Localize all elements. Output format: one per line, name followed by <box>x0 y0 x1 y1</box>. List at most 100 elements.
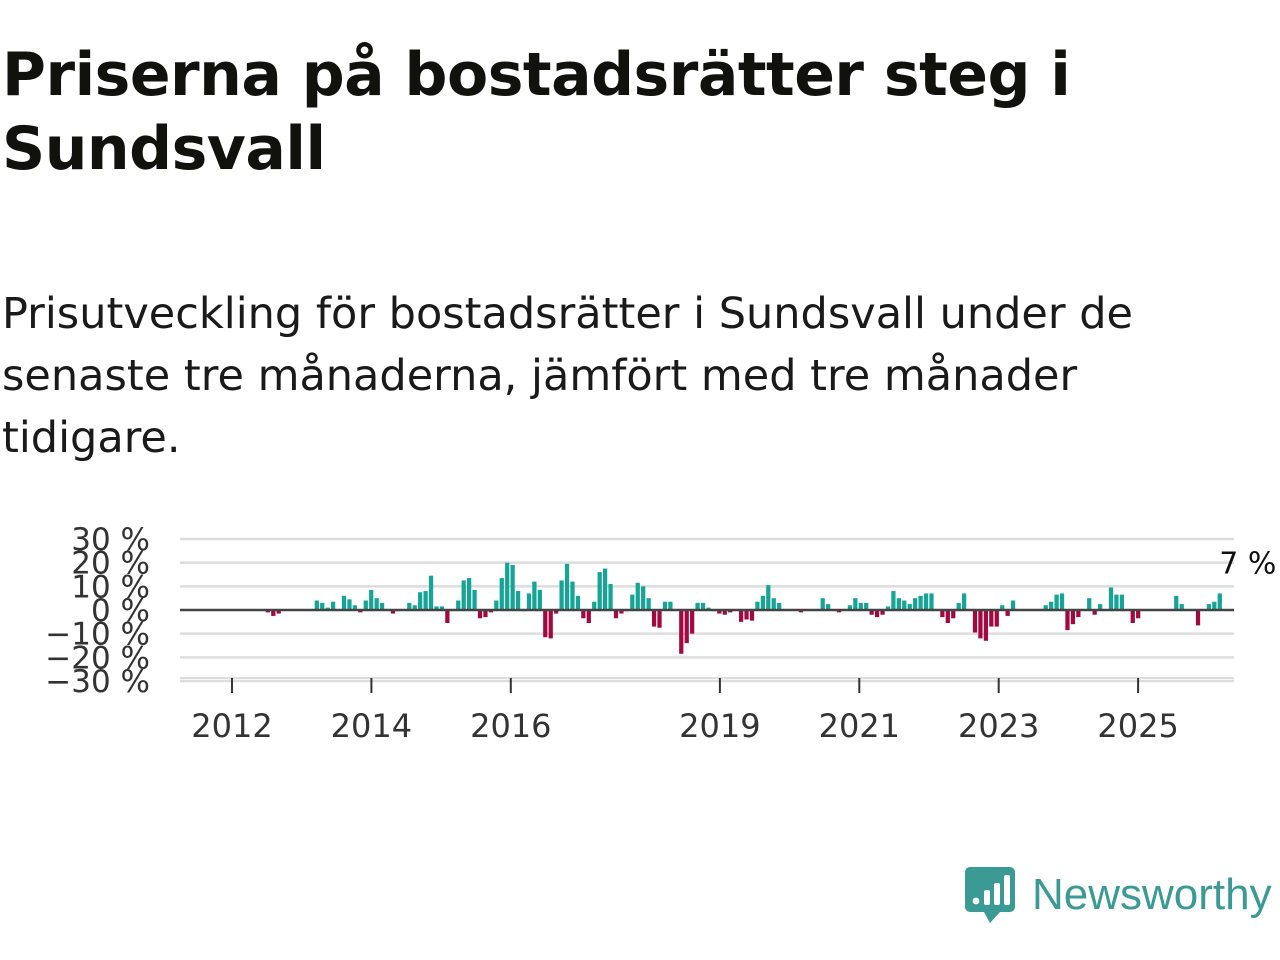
bar <box>1108 587 1114 610</box>
bar <box>880 610 885 615</box>
bar <box>983 610 988 641</box>
bar <box>548 610 553 639</box>
bar <box>570 581 575 610</box>
bar <box>679 610 684 654</box>
bar <box>434 606 439 610</box>
bar <box>363 600 368 610</box>
x-axis: 2012 2014 2016 2019 2021 2023 2025 <box>180 677 1234 745</box>
bar <box>695 602 700 610</box>
bar <box>418 592 423 610</box>
y-tick-label: −30 % <box>45 664 150 700</box>
bar <box>445 610 450 624</box>
bar <box>1174 595 1179 610</box>
bar <box>777 602 782 610</box>
bar <box>597 572 602 610</box>
bar <box>913 598 918 610</box>
last-value-label: 7 % <box>1219 546 1276 581</box>
bar <box>929 593 934 610</box>
bar <box>820 598 825 610</box>
bar <box>1097 604 1103 610</box>
bar <box>1059 593 1065 610</box>
bar <box>423 591 428 610</box>
y-tick-label: −20 % <box>45 640 150 676</box>
bar <box>989 610 994 627</box>
bar <box>1065 610 1070 631</box>
bar <box>619 610 624 614</box>
bar <box>907 604 912 610</box>
grid-lines <box>180 537 1234 683</box>
bar <box>456 600 461 610</box>
bar <box>1206 604 1212 610</box>
bar <box>1000 605 1005 610</box>
bar <box>722 610 727 615</box>
bar <box>738 610 744 622</box>
chart-subtitle: Prisutveckling för bostadsrätter i Sunds… <box>2 289 1133 463</box>
bar <box>896 598 901 610</box>
bar <box>379 602 385 610</box>
bar <box>439 606 445 610</box>
bar <box>978 610 983 639</box>
bar <box>766 585 771 610</box>
bar <box>858 602 863 610</box>
bar <box>885 606 891 610</box>
bar <box>923 593 929 610</box>
x-tick-label: 2014 <box>331 707 412 745</box>
bar <box>1070 610 1076 625</box>
bar <box>494 600 499 610</box>
bar <box>271 610 276 616</box>
bar <box>515 591 521 610</box>
bar <box>1087 598 1092 610</box>
bar <box>717 610 722 614</box>
bar <box>412 605 417 610</box>
bar <box>635 582 640 610</box>
bar <box>630 594 635 610</box>
bar <box>690 610 695 634</box>
bar <box>320 602 325 610</box>
bar <box>940 610 945 618</box>
bar <box>853 598 858 610</box>
bar <box>891 591 896 610</box>
bar <box>526 593 532 610</box>
bar <box>1217 593 1222 610</box>
newsworthy-wordmark: Newsworthy <box>1032 870 1272 919</box>
bar <box>510 565 515 610</box>
bar <box>657 610 662 628</box>
newsworthy-logo[interactable]: Newsworthy <box>964 865 1272 925</box>
bar-chart: 30 %20 %10 %0 %−10 %−20 %−30 % 2012 2014 2… <box>45 522 1276 745</box>
bar <box>1092 610 1097 615</box>
x-tick-label: 2023 <box>958 707 1039 745</box>
bar <box>1195 610 1201 626</box>
bar <box>1043 605 1048 610</box>
bar <box>1130 610 1135 624</box>
bar <box>874 610 880 618</box>
bar <box>543 610 548 638</box>
bar <box>684 610 689 644</box>
bar <box>700 602 706 610</box>
bar <box>428 575 434 610</box>
bar <box>1114 594 1119 610</box>
newsworthy-logo-icon <box>965 867 1015 923</box>
bar <box>771 598 776 610</box>
bar <box>1119 594 1124 610</box>
bar <box>1212 601 1217 610</box>
bar <box>374 598 379 610</box>
y-tick-label: 10 % <box>71 569 150 605</box>
bar <box>581 610 586 619</box>
bar <box>956 602 961 610</box>
bar <box>592 601 597 610</box>
bar <box>962 593 967 610</box>
bar <box>826 604 831 610</box>
bar <box>847 605 853 610</box>
bar <box>602 568 608 610</box>
x-tick-label: 2025 <box>1097 707 1178 745</box>
bar <box>668 601 673 610</box>
bar <box>407 602 412 610</box>
x-tick-label: 2019 <box>679 707 760 745</box>
bar <box>902 600 907 610</box>
y-tick-label: 20 % <box>71 546 150 582</box>
bar <box>662 601 668 610</box>
bar <box>1010 600 1016 610</box>
bar <box>390 610 396 614</box>
bar <box>744 610 749 620</box>
bar <box>945 610 950 624</box>
